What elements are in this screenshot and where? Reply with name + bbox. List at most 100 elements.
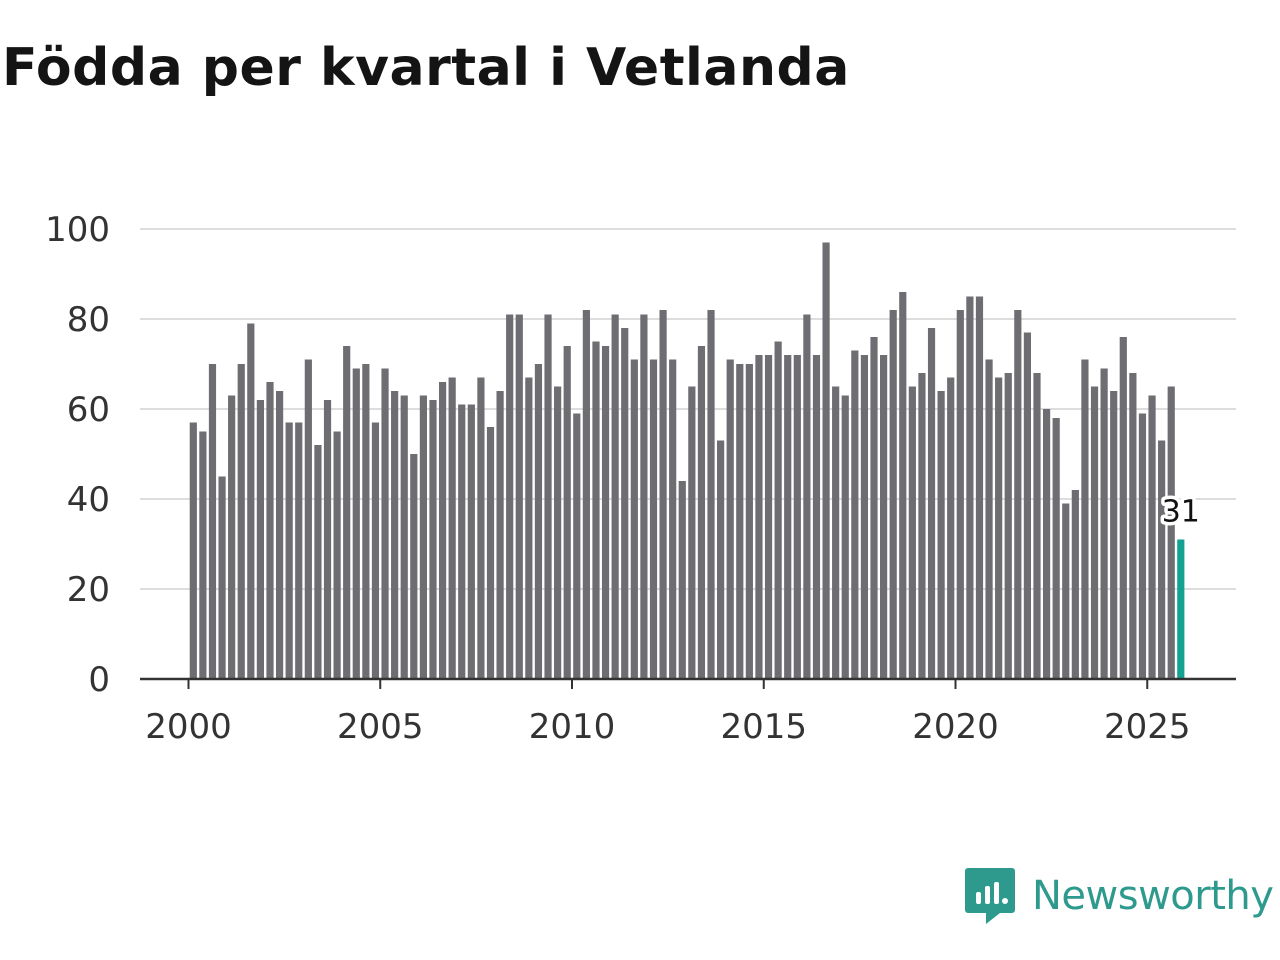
bar bbox=[237, 364, 245, 679]
bar bbox=[458, 404, 466, 679]
bar bbox=[899, 292, 907, 679]
x-tick-label: 2020 bbox=[912, 707, 999, 747]
bar bbox=[669, 359, 677, 679]
bar bbox=[649, 359, 658, 679]
bar bbox=[1110, 391, 1118, 679]
bar bbox=[601, 346, 610, 679]
bar bbox=[659, 310, 667, 679]
bar bbox=[707, 310, 715, 679]
bar bbox=[304, 359, 312, 679]
bar bbox=[506, 314, 514, 679]
bar bbox=[247, 323, 255, 679]
bar bbox=[1062, 503, 1070, 679]
bar bbox=[918, 373, 926, 679]
bar bbox=[275, 391, 284, 679]
x-tick-label: 2005 bbox=[337, 707, 424, 747]
axes bbox=[140, 677, 1236, 689]
bar bbox=[285, 422, 293, 679]
y-tick-label: 20 bbox=[67, 570, 110, 610]
bar bbox=[1090, 386, 1099, 679]
bar bbox=[678, 481, 686, 679]
bar bbox=[1167, 386, 1175, 679]
bar bbox=[889, 310, 897, 679]
bar bbox=[1033, 373, 1041, 679]
bar bbox=[381, 368, 389, 679]
bar bbox=[832, 386, 840, 679]
x-tick-label: 2025 bbox=[1104, 707, 1191, 747]
bar bbox=[985, 359, 993, 679]
bar bbox=[448, 377, 456, 679]
bar bbox=[841, 395, 849, 679]
bar bbox=[726, 359, 734, 679]
bar bbox=[496, 391, 504, 679]
x-tick-label: 2010 bbox=[529, 707, 616, 747]
y-tick-label: 0 bbox=[88, 660, 110, 700]
bar bbox=[410, 454, 418, 679]
bar bbox=[1158, 440, 1166, 679]
bar bbox=[429, 400, 437, 679]
bar bbox=[1148, 395, 1156, 679]
bar bbox=[947, 377, 955, 679]
bar bbox=[554, 386, 562, 679]
bar bbox=[755, 355, 763, 679]
bar bbox=[966, 296, 974, 679]
bar bbox=[525, 377, 533, 679]
bar bbox=[803, 314, 811, 679]
bar bbox=[362, 364, 370, 679]
bar bbox=[544, 314, 552, 679]
bar bbox=[295, 422, 303, 679]
bar bbox=[822, 242, 830, 679]
bar bbox=[1119, 337, 1127, 679]
bars bbox=[189, 242, 1185, 679]
bar bbox=[851, 350, 859, 679]
bar bbox=[764, 355, 773, 679]
bar bbox=[870, 337, 878, 679]
bar bbox=[208, 364, 217, 679]
bar bbox=[218, 476, 226, 679]
chart-title: Födda per kvartal i Vetlanda bbox=[2, 38, 850, 98]
bar bbox=[400, 395, 408, 679]
bar bbox=[1014, 310, 1022, 679]
bar bbox=[534, 364, 543, 679]
bar bbox=[621, 328, 629, 679]
bar bbox=[1052, 418, 1060, 679]
bar bbox=[391, 391, 399, 679]
newsworthy-brand[interactable]: Newsworthy bbox=[964, 866, 1274, 926]
brand-name: Newsworthy bbox=[1032, 873, 1274, 919]
bar bbox=[266, 382, 274, 679]
y-tick-label: 40 bbox=[67, 480, 110, 520]
bar-highlight bbox=[1177, 539, 1185, 679]
bar bbox=[956, 310, 964, 679]
x-tick-label: 2000 bbox=[145, 707, 232, 747]
bar bbox=[927, 328, 936, 679]
bar bbox=[640, 314, 648, 679]
bar bbox=[352, 368, 360, 679]
bar bbox=[573, 413, 581, 679]
bar bbox=[582, 310, 590, 679]
bar bbox=[793, 355, 801, 679]
y-tick-label: 100 bbox=[45, 210, 110, 250]
bar bbox=[784, 355, 792, 679]
bar bbox=[1071, 490, 1079, 679]
bar bbox=[343, 346, 351, 679]
bar bbox=[1138, 413, 1147, 679]
bar bbox=[630, 359, 638, 679]
bar bbox=[697, 346, 706, 679]
bar bbox=[333, 431, 341, 679]
bar bbox=[228, 395, 236, 679]
bar bbox=[774, 341, 782, 679]
bar bbox=[1081, 359, 1089, 679]
bar bbox=[256, 400, 264, 679]
bar bbox=[1100, 368, 1108, 679]
bar bbox=[995, 377, 1003, 679]
bar bbox=[314, 445, 322, 679]
bar bbox=[812, 355, 821, 679]
bar bbox=[486, 427, 495, 679]
annotations: 31 bbox=[1158, 491, 1203, 533]
bar bbox=[467, 404, 475, 679]
bar bbox=[908, 386, 916, 679]
bar bbox=[323, 400, 332, 679]
bar bbox=[1023, 332, 1031, 679]
bar bbox=[477, 377, 485, 679]
